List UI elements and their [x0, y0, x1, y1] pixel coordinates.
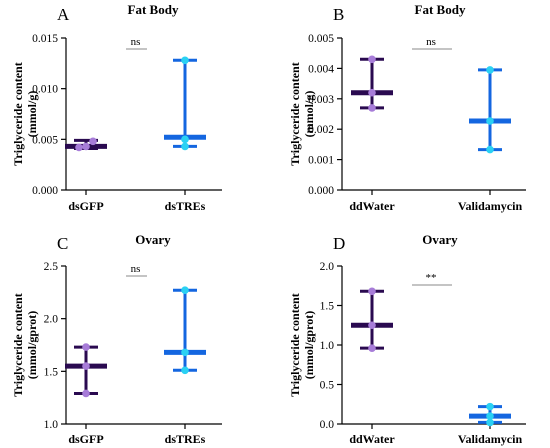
data-point — [368, 104, 376, 112]
x-category-label: ddWater — [349, 199, 395, 213]
data-point — [181, 142, 189, 151]
y-axis-label-line2: (mmol/gprot) — [25, 311, 39, 379]
y-axis-label-line1: Triglyceride content — [11, 62, 25, 165]
significance-label: ns — [131, 36, 141, 48]
y-tick-label: 0.5 — [320, 380, 335, 392]
series-validamycin — [469, 402, 511, 427]
y-tick-label: 0.010 — [32, 84, 58, 96]
data-point — [486, 66, 494, 74]
y-axis-label-line1: Triglyceride content — [11, 293, 25, 396]
chart-title: Fat Body — [128, 2, 179, 17]
y-tick-label: 0.002 — [308, 124, 334, 136]
x-category-label: dsTREs — [165, 199, 206, 213]
y-tick-label: 0.003 — [308, 94, 334, 106]
data-point — [82, 142, 90, 151]
series-dstres — [164, 286, 206, 375]
series-ddwater — [351, 55, 393, 112]
y-tick-label: 0.0 — [320, 419, 335, 431]
data-point — [82, 362, 90, 370]
series-dsgfp — [65, 343, 107, 398]
y-axis-label: Triglyceride content (mmol/g) — [11, 62, 39, 165]
significance-label: ns — [426, 36, 436, 48]
y-axis-label-line2: (mmol/gprot) — [302, 311, 316, 379]
y-tick-label: 1.0 — [320, 340, 335, 352]
y-tick-label: 2.0 — [320, 261, 335, 273]
panel-letter: A — [57, 5, 70, 24]
y-axis-label: Triglyceride content (mmol/gprot) — [11, 293, 39, 396]
x-category-label: ddWater — [349, 432, 395, 446]
y-axis-label-line2: (mmol/g) — [25, 91, 39, 138]
chart-panel-c: C Ovary Triglyceride content (mmol/gprot) 1.… — [11, 232, 222, 446]
data-point — [368, 88, 376, 97]
panel-letter: B — [333, 5, 344, 24]
panel-letter: D — [333, 234, 345, 253]
significance-label: ** — [426, 272, 437, 284]
significance-label: ns — [131, 263, 141, 275]
data-point — [181, 366, 189, 375]
data-point — [82, 343, 90, 351]
y-tick-label: 1.5 — [320, 301, 335, 313]
data-point — [181, 348, 189, 357]
x-category-label: dsGFP — [68, 199, 103, 213]
y-tick-label: 1.0 — [44, 419, 59, 431]
data-point — [486, 117, 494, 125]
y-tick-label: 0.005 — [32, 134, 58, 146]
y-tick-label: 2.0 — [44, 314, 59, 326]
data-point — [486, 145, 494, 154]
data-point — [486, 418, 494, 427]
series-dstres — [164, 56, 206, 151]
data-point — [181, 286, 189, 295]
y-tick-label: 1.5 — [44, 366, 59, 378]
data-point — [368, 321, 376, 330]
data-point — [368, 55, 376, 64]
data-point — [181, 56, 189, 65]
x-category-label: dsTREs — [165, 432, 206, 446]
data-point — [75, 143, 83, 152]
y-axis-label-line2: (mmol/g) — [302, 91, 316, 138]
y-tick-label: 0.000 — [32, 185, 58, 197]
y-axis-label: Triglyceride content (mmol/g) — [288, 62, 316, 165]
chart-panel-d: D Ovary Triglyceride content (mmol/gprot) 0.… — [288, 232, 526, 446]
data-point — [486, 412, 494, 420]
data-point — [181, 135, 189, 144]
data-point — [486, 402, 494, 411]
x-category-label: Validamycin — [458, 432, 523, 446]
y-tick-label: 0.005 — [308, 33, 334, 45]
chart-title: Ovary — [135, 232, 171, 247]
data-point — [89, 137, 97, 146]
chart-title: Fat Body — [415, 2, 466, 17]
y-axis-label-line1: Triglyceride content — [288, 293, 302, 396]
x-category-label: dsGFP — [68, 432, 103, 446]
y-tick-label: 0.001 — [308, 155, 334, 167]
series-validamycin — [469, 66, 511, 154]
data-point — [368, 344, 376, 352]
panel-letter: C — [57, 234, 68, 253]
chart-title: Ovary — [422, 232, 458, 247]
series-dsgfp — [65, 137, 107, 152]
data-point — [368, 287, 376, 296]
y-axis-label-line1: Triglyceride content — [288, 62, 302, 165]
data-point — [82, 389, 90, 398]
y-axis-label: Triglyceride content (mmol/gprot) — [288, 293, 316, 396]
y-tick-label: 0.000 — [308, 185, 334, 197]
y-tick-label: 2.5 — [44, 261, 59, 273]
x-category-label: Validamycin — [458, 199, 523, 213]
series-ddwater — [351, 287, 393, 352]
y-tick-label: 0.015 — [32, 33, 58, 45]
y-tick-label: 0.004 — [308, 63, 334, 75]
